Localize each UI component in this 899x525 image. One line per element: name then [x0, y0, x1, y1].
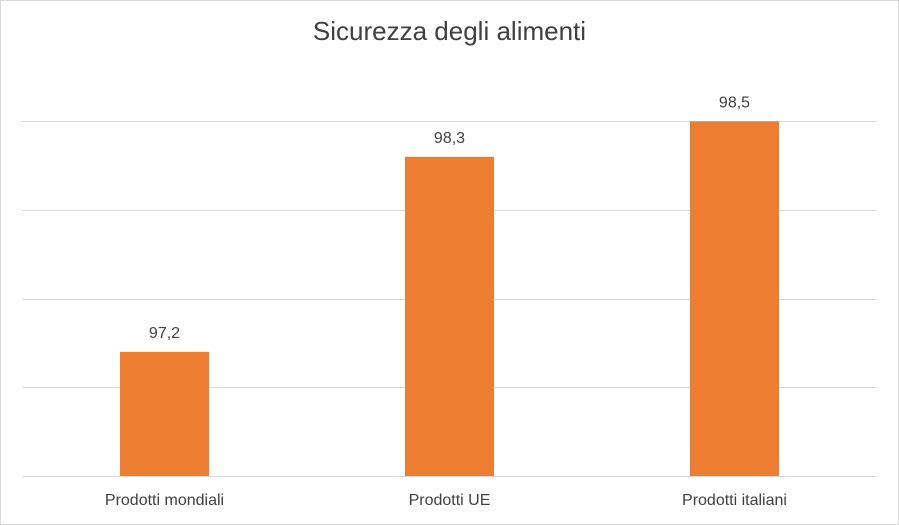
bar [405, 156, 494, 477]
bar [120, 351, 209, 476]
chart-title: Sicurezza degli alimenti [312, 16, 587, 46]
bar [690, 121, 779, 476]
data-label: 98,3 [434, 130, 465, 147]
category-label: Prodotti UE [409, 492, 491, 509]
category-label: Prodotti mondiali [105, 492, 224, 509]
data-label: 97,2 [149, 325, 180, 342]
data-label: 98,5 [719, 94, 750, 111]
category-label: Prodotti italiani [682, 492, 787, 509]
